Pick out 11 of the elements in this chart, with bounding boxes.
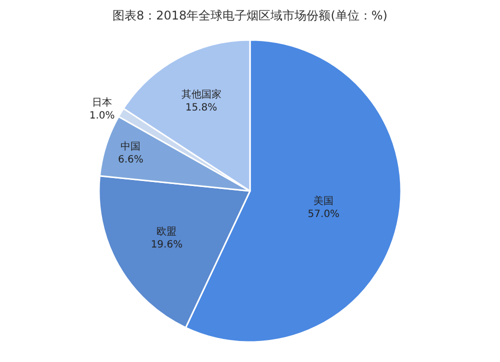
data-label: 19.6% xyxy=(150,240,183,251)
chart-title: 图表8：2018年全球电子烟区域市场份额(单位：%) xyxy=(112,8,388,22)
data-label: 57.0% xyxy=(308,208,340,220)
data-label: 1.0% xyxy=(89,110,115,122)
slice-label: 中国 xyxy=(120,140,141,153)
slice-label: 欧盟 xyxy=(156,226,177,238)
slice-label: 日本 xyxy=(92,96,112,109)
data-label: 15.8% xyxy=(185,102,218,114)
slice-label: 其他国家 xyxy=(181,88,222,101)
data-label: 6.6% xyxy=(118,154,144,166)
slice-label: 美国 xyxy=(314,194,334,207)
